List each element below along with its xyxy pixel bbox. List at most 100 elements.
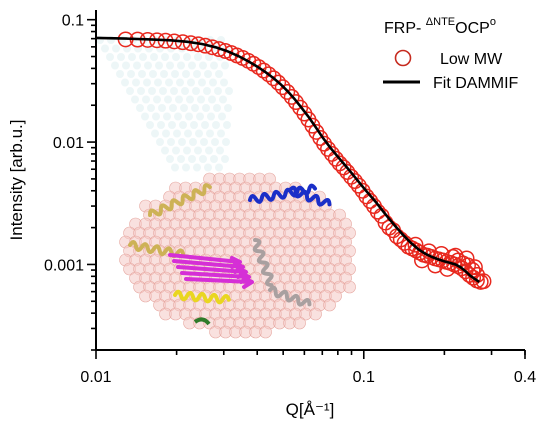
legend-marker-low-mw xyxy=(394,49,412,67)
data-point-low-mw xyxy=(279,83,296,100)
ghost-bead xyxy=(206,129,214,138)
ghost-bead xyxy=(111,61,119,70)
ghost-bead xyxy=(194,53,202,61)
ghost-bead xyxy=(117,53,125,61)
ribbon-helix-gold-coil xyxy=(147,183,212,217)
ghost-bead xyxy=(188,155,196,163)
legend-title-main: FRP- xyxy=(384,20,426,37)
ghost-bead xyxy=(141,112,149,121)
ghost-bead xyxy=(167,138,175,146)
ribbon-sheet-magenta xyxy=(184,276,254,289)
x-tick-label: 0.01 xyxy=(80,369,111,386)
envelope-bead xyxy=(323,298,336,312)
ghost-bead xyxy=(168,121,176,129)
ghost-bead xyxy=(126,87,134,95)
ghost-bead xyxy=(225,87,233,95)
ghost-bead xyxy=(183,146,191,155)
ghost-bead xyxy=(221,155,229,163)
ghost-bead xyxy=(223,121,231,129)
ghost-bead xyxy=(205,146,213,155)
ghost-bead xyxy=(208,95,216,104)
ghost-bead xyxy=(173,129,181,138)
ghost-bead xyxy=(201,121,209,129)
ghost-bead xyxy=(157,121,165,129)
ghost-bead xyxy=(204,163,212,172)
data-point-low-mw xyxy=(255,62,272,79)
ghost-bead xyxy=(209,78,217,87)
ghost-bead xyxy=(172,146,180,155)
ghost-bead xyxy=(160,70,168,78)
ghost-bead xyxy=(172,53,180,61)
ghost-bead xyxy=(177,61,185,70)
ghost-bead xyxy=(164,95,172,104)
ghost-bead xyxy=(139,53,147,61)
envelope-bead xyxy=(329,289,342,303)
data-point-low-mw xyxy=(265,70,282,87)
y-tick-label: 0.1 xyxy=(62,13,84,30)
ghost-bead xyxy=(212,121,220,129)
ghost-bead xyxy=(217,129,225,138)
ribbon-helix-grey-2 xyxy=(268,285,312,307)
envelope-bead xyxy=(343,280,356,294)
y-axis-ticks: 0.001 0.01 0.1 xyxy=(44,13,96,351)
ghost-bead xyxy=(186,95,194,104)
ghost-bead xyxy=(219,95,227,104)
ghost-bead xyxy=(214,87,222,95)
ghost-bead xyxy=(207,112,215,121)
legend-title-superscript2: o xyxy=(490,16,496,28)
ribbon-helix-yellow-coil xyxy=(173,289,231,305)
data-point-low-mw xyxy=(316,135,333,152)
ghost-bead xyxy=(181,87,189,95)
data-point-low-mw xyxy=(283,88,300,105)
ghost-bead xyxy=(122,61,130,70)
ghost-bead xyxy=(150,53,158,61)
ghost-bead xyxy=(224,104,232,112)
ghost-bead xyxy=(189,138,197,146)
ghost-bead xyxy=(203,87,211,95)
ribbon-helix-yellow xyxy=(173,289,231,305)
ghost-bead xyxy=(147,104,155,112)
ghost-bead xyxy=(152,112,160,121)
ghost-bead xyxy=(193,70,201,78)
ribbon-helix-blue-2-coil xyxy=(288,185,332,207)
ghost-bead xyxy=(138,70,146,78)
ghost-bead xyxy=(153,95,161,104)
ribbon-loop-green xyxy=(193,317,211,326)
ribbon-helix-grey-coil xyxy=(252,238,274,288)
ghost-bead xyxy=(148,87,156,95)
ghost-bead xyxy=(166,61,174,70)
data-point-low-mw xyxy=(320,140,336,157)
ghost-bead xyxy=(182,163,190,172)
ghost-bead xyxy=(202,104,210,112)
envelope-bead xyxy=(309,307,322,321)
ghost-bead xyxy=(121,78,129,87)
ghost-bead xyxy=(143,78,151,87)
ghost-bead xyxy=(184,129,192,138)
ghost-bead xyxy=(162,129,170,138)
ghost-bead xyxy=(151,129,159,138)
data-point-low-mw xyxy=(274,79,291,96)
legend-title: FRP- ΔNTEOCPo xyxy=(384,16,496,37)
fit-dammif-curve xyxy=(96,36,481,283)
ghost-bead xyxy=(155,61,163,70)
ghost-bead xyxy=(174,112,182,121)
ghost-bead xyxy=(180,104,188,112)
ghost-bead xyxy=(131,95,139,104)
ghost-bead xyxy=(190,121,198,129)
ghost-bead xyxy=(194,146,202,155)
ribbon-helix-blue-2 xyxy=(288,185,332,207)
ghost-bead xyxy=(196,112,204,121)
ghost-bead xyxy=(163,112,171,121)
ghost-bead xyxy=(183,53,191,61)
ghost-bead xyxy=(211,138,219,146)
data-point-low-mw xyxy=(323,145,340,162)
ghost-bead xyxy=(199,155,207,163)
ghost-bead xyxy=(198,78,206,87)
ghost-bead xyxy=(179,121,187,129)
ghost-bead xyxy=(112,44,120,53)
ghost-bead xyxy=(197,95,205,104)
data-point-low-mw xyxy=(347,173,363,190)
ghost-bead xyxy=(178,138,186,146)
ghost-bead xyxy=(165,78,173,87)
